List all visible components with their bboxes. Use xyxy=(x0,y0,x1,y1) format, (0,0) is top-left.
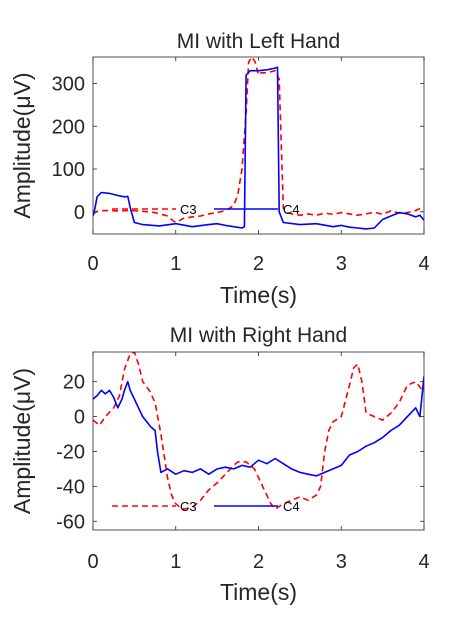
y-axis-label: Amplitude(μV) xyxy=(9,72,35,218)
plot-area xyxy=(93,352,424,530)
y-tick-label: -60 xyxy=(56,511,85,533)
legend-label-c4: C4 xyxy=(283,499,300,514)
y-axis-label: Amplitude(μV) xyxy=(9,368,35,514)
x-tick-label: 4 xyxy=(418,253,429,275)
series-line-c4 xyxy=(93,376,424,477)
y-tick-label: -40 xyxy=(56,476,85,498)
chart-title: MI with Right Hand xyxy=(170,324,347,347)
chart-title: MI with Left Hand xyxy=(177,30,340,53)
series-line-c4 xyxy=(93,66,424,230)
series-group xyxy=(93,352,424,510)
y-tick-label: 200 xyxy=(52,116,85,138)
x-tick-label: 2 xyxy=(253,253,264,275)
x-tick-label: 0 xyxy=(87,253,98,275)
x-tick-label: 2 xyxy=(253,551,264,573)
x-tick-label: 3 xyxy=(336,253,347,275)
y-tick-label: 100 xyxy=(52,159,85,181)
x-axis-label: Time(s) xyxy=(220,282,297,308)
legend: C3 C4 xyxy=(112,202,300,217)
chart-2: 0 1 2 3 4 -60 -40 -20 0 20 MI with Right Hand Time(… xyxy=(9,324,430,605)
x-tick-label: 3 xyxy=(336,551,347,573)
x-tick-label: 4 xyxy=(418,551,429,573)
y-tick-label: 0 xyxy=(74,407,85,429)
x-axis-label: Time(s) xyxy=(220,579,297,605)
series-line-c3 xyxy=(93,352,424,510)
y-tick-label: 20 xyxy=(63,372,85,394)
plot-area xyxy=(93,57,424,234)
series-group xyxy=(93,57,424,230)
x-tick-label: 1 xyxy=(170,253,181,275)
y-tick-label: 300 xyxy=(52,74,85,96)
series-line-c3 xyxy=(93,57,424,224)
chart-1: 0 1 2 3 4 0 100 200 300 MI with Left Hand Time(s) A… xyxy=(9,30,430,308)
legend-label-c3: C3 xyxy=(180,499,197,514)
y-tick-label: -20 xyxy=(56,441,85,463)
legend: C3 C4 xyxy=(112,499,300,514)
x-tick-label: 1 xyxy=(170,551,181,573)
legend-label-c3: C3 xyxy=(180,202,197,217)
y-tick-label: 0 xyxy=(74,202,85,224)
legend-label-c4: C4 xyxy=(283,202,300,217)
x-tick-label: 0 xyxy=(87,551,98,573)
